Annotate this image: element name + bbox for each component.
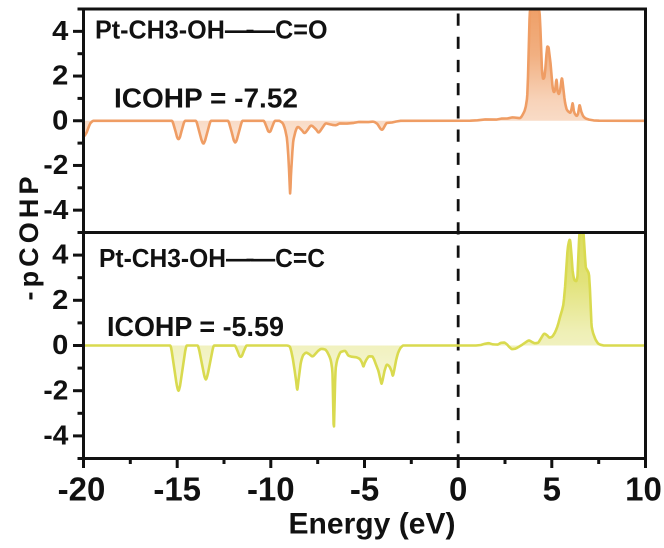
svg-text:-2: -2 <box>43 374 68 405</box>
svg-text:0: 0 <box>52 329 68 360</box>
svg-text:-pCOHP: -pCOHP <box>14 177 44 301</box>
svg-text:ICOHP = -7.52: ICOHP = -7.52 <box>114 82 298 113</box>
svg-text:4: 4 <box>52 239 69 270</box>
svg-text:-5: -5 <box>350 471 379 508</box>
svg-text:ICOHP = -5.59: ICOHP = -5.59 <box>107 311 284 342</box>
svg-text:2: 2 <box>52 284 68 315</box>
svg-text:10: 10 <box>625 471 662 508</box>
svg-text:-4: -4 <box>43 420 68 451</box>
svg-text:Energy (eV): Energy (eV) <box>289 508 456 541</box>
svg-text:Pt-CH3-OH——C=C: Pt-CH3-OH——C=C <box>99 245 325 273</box>
svg-text:-15: -15 <box>153 471 201 508</box>
svg-text:-2: -2 <box>43 149 68 180</box>
svg-text:-10: -10 <box>247 471 295 508</box>
svg-text:2: 2 <box>52 60 68 91</box>
svg-text:Pt-CH3-OH——C=O: Pt-CH3-OH——C=O <box>95 16 328 44</box>
svg-text:-20: -20 <box>58 471 106 508</box>
svg-text:-4: -4 <box>43 194 68 225</box>
svg-text:4: 4 <box>52 15 69 46</box>
svg-text:0: 0 <box>52 104 68 135</box>
svg-text:5: 5 <box>543 471 561 508</box>
svg-text:0: 0 <box>449 471 467 508</box>
